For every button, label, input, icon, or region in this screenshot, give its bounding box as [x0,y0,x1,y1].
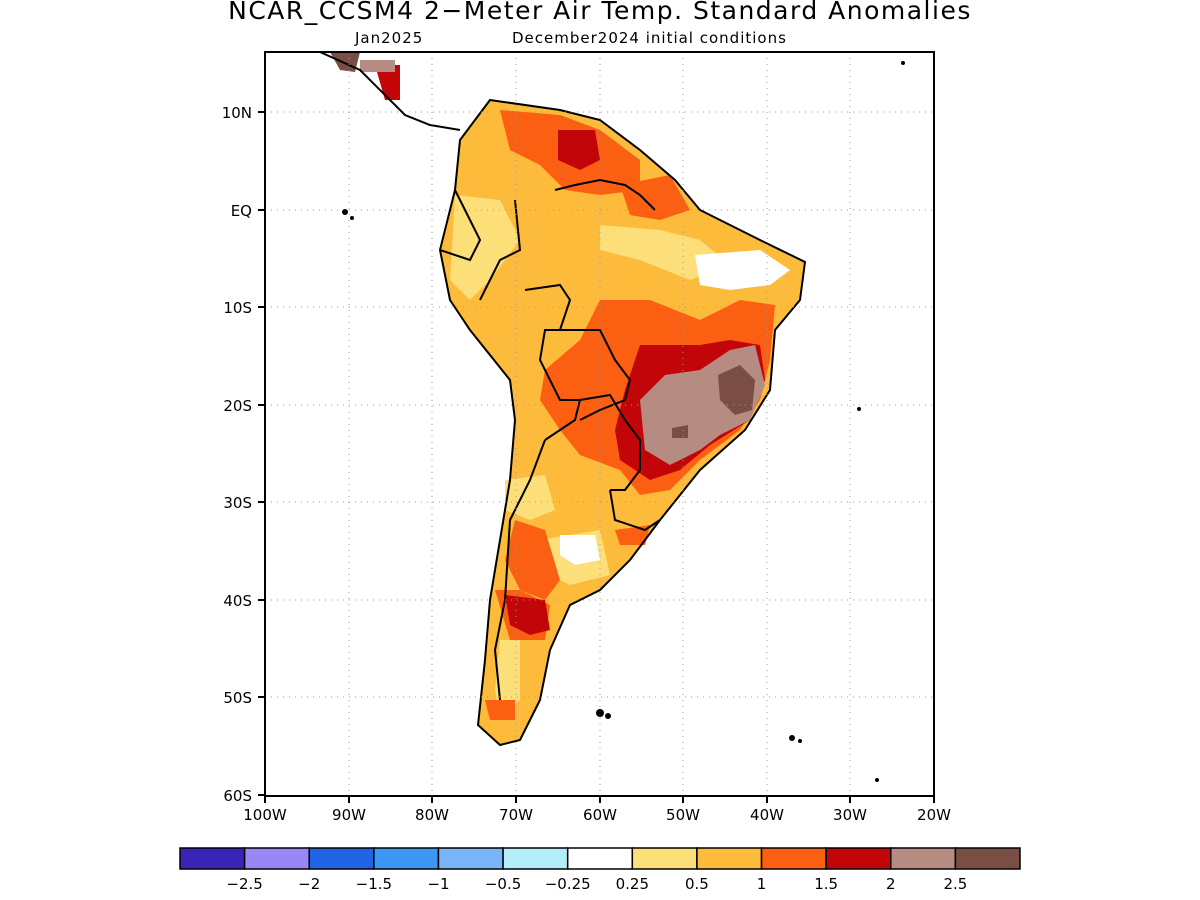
lat-axis [258,111,265,796]
forecast-month: Jan2025 [355,29,424,47]
colorbar-label: 0.25 [616,875,649,893]
colorbar-swatch [760,847,827,870]
colorbar-swatch [890,847,957,870]
colorbar-swatch [502,847,569,870]
colorbar-labels: −2.5 −2 −1.5 −1 −0.5 −0.25 0.25 0.5 1 1.5 2 2.5 [226,875,967,893]
lon-label-20w: 20W [917,806,951,824]
colorbar-swatch [696,847,763,870]
colorbar-label: −0.25 [545,875,591,893]
colorbar-swatch [243,847,310,870]
colorbar-label: −1.5 [356,875,392,893]
initial-conditions: December2024 initial conditions [512,29,787,47]
colorbar-label: −2 [298,875,320,893]
colorbar [179,847,1021,870]
colorbar-label: 2.5 [943,875,967,893]
lon-label-90w: 90W [332,806,366,824]
colorbar-swatch [373,847,440,870]
lat-label-30s: 30S [223,494,252,512]
colorbar-swatch [566,847,634,870]
lat-label-50s: 50S [223,689,252,707]
islands [342,61,905,782]
coastlines [319,52,807,747]
colorbar-label: −0.5 [485,875,521,893]
lon-label-40w: 40W [750,806,784,824]
colorbar-swatch [308,847,375,870]
lat-label-10n: 10N [222,104,252,122]
colorbar-swatch [954,847,1021,870]
colorbar-label: 1 [757,875,767,893]
colorbar-label: 2 [886,875,896,893]
lon-label-60w: 60W [583,806,617,824]
lat-label-10s: 10S [223,299,252,317]
lon-label-80w: 80W [415,806,449,824]
lon-label-30w: 30W [833,806,867,824]
colorbar-swatch [179,847,246,870]
lat-label-20s: 20S [223,397,252,415]
lon-axis [264,796,935,803]
lon-label-70w: 70W [499,806,533,824]
colorbar-swatch [825,847,892,870]
colorbar-label: −1 [427,875,449,893]
anomaly-fill [330,52,805,745]
lat-label-40s: 40S [223,592,252,610]
lat-label-60s: 60S [223,787,252,805]
lon-label-100w: 100W [243,806,287,824]
colorbar-label: 1.5 [814,875,838,893]
lon-label-50w: 50W [666,806,700,824]
colorbar-label: 0.5 [685,875,709,893]
colorbar-label: −2.5 [226,875,262,893]
graticule [265,52,934,796]
colorbar-swatch [631,847,698,870]
colorbar-swatch [437,847,504,870]
map-title: NCAR_CCSM4 2−Meter Air Temp. Standard An… [228,0,972,25]
lat-label-eq: EQ [231,202,252,220]
